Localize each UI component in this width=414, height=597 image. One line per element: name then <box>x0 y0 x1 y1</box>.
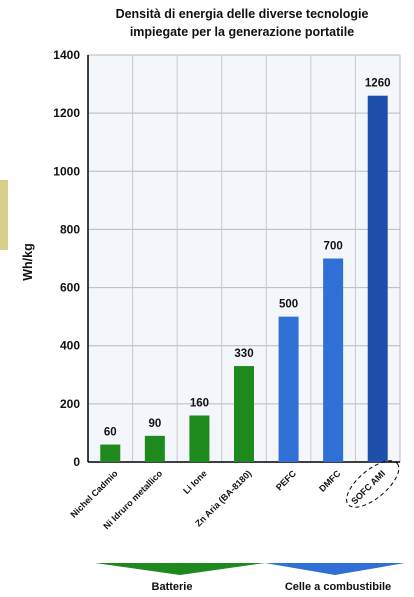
data-label: 90 <box>148 418 161 430</box>
x-tick-label: DMFC <box>317 468 343 494</box>
chart-title: impiegate per la generazione portatile <box>130 25 354 39</box>
decoration <box>0 180 8 250</box>
data-label: 700 <box>324 241 343 253</box>
bar <box>234 366 254 462</box>
y-tick-label: 1400 <box>53 48 80 62</box>
y-tick-label: 1000 <box>53 164 80 178</box>
bar <box>367 95 388 462</box>
x-tick-label: PEFC <box>274 468 298 492</box>
y-tick-label: 0 <box>73 455 80 469</box>
bar <box>323 258 344 462</box>
data-label: 1260 <box>365 78 391 90</box>
y-axis-label: Wh/kg <box>21 243 35 281</box>
y-tick-label: 1200 <box>53 106 80 120</box>
bar <box>278 316 299 462</box>
x-tick-label: SOFC AMI <box>349 468 387 506</box>
group-arrow <box>95 563 265 575</box>
bar <box>189 415 210 462</box>
highlight <box>346 460 400 508</box>
y-tick-label: 600 <box>60 281 80 295</box>
group-label: Celle a combustibile <box>285 581 391 592</box>
data-label: 500 <box>279 299 298 311</box>
chart-title: Densità di energia delle diverse tecnolo… <box>116 7 369 21</box>
x-tick-label: Li Ione <box>181 468 209 496</box>
bar <box>100 444 121 462</box>
y-tick-label: 800 <box>60 222 80 236</box>
data-label: 60 <box>104 427 117 439</box>
bar <box>144 435 165 462</box>
data-label: 160 <box>190 397 209 409</box>
y-tick-label: 200 <box>60 397 80 411</box>
group-label: Batterie <box>152 581 193 592</box>
group-arrow <box>265 563 405 575</box>
data-label: 330 <box>234 348 253 360</box>
y-tick-label: 400 <box>60 339 80 353</box>
